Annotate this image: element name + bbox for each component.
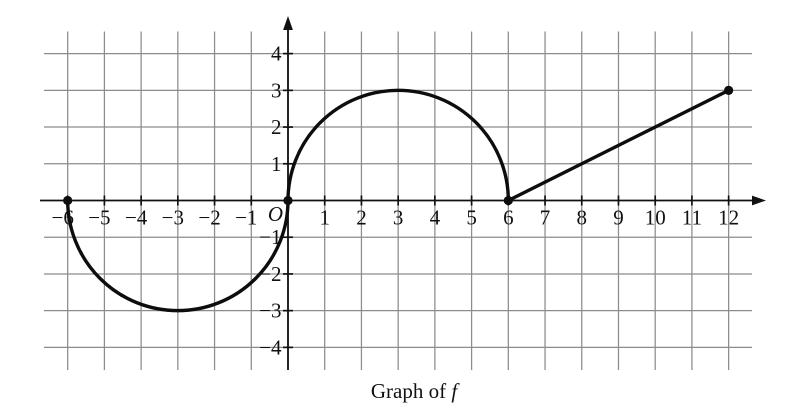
x-tick-label: 2 [356, 206, 367, 230]
caption-function-name: f [451, 379, 458, 403]
x-tick-label: 9 [613, 206, 624, 230]
x-tick-label: 12 [718, 206, 739, 230]
graph-caption: Graph of f [371, 379, 457, 404]
x-tick-label: 3 [393, 206, 404, 230]
marked-point [503, 195, 513, 206]
x-tick-label: 10 [645, 206, 666, 230]
x-tick-label: −3 [162, 206, 184, 230]
x-tick-label: 1 [319, 206, 330, 230]
x-tick-label: 8 [577, 206, 588, 230]
x-tick-label: −1 [235, 206, 257, 230]
marked-point [283, 195, 293, 206]
x-tick-label: −2 [198, 206, 220, 230]
x-tick-label: 6 [503, 206, 514, 230]
y-tick-label: 4 [271, 42, 282, 66]
marked-point [63, 195, 73, 206]
caption-text: Graph of [370, 379, 452, 403]
y-tick-label: 3 [271, 78, 282, 102]
x-tick-label: 11 [682, 206, 702, 230]
origin-label: O [268, 202, 283, 226]
y-tick-label: −3 [259, 299, 281, 323]
y-tick-label: −2 [259, 262, 281, 286]
y-tick-label: −4 [259, 335, 282, 359]
x-tick-label: −5 [88, 206, 110, 230]
x-tick-label: −4 [125, 206, 148, 230]
x-tick-label: 7 [540, 206, 551, 230]
x-tick-label: 5 [466, 206, 477, 230]
y-tick-label: −1 [259, 225, 281, 249]
y-tick-label: 1 [271, 152, 282, 176]
y-tick-label: 2 [271, 115, 282, 139]
y-axis-arrow [283, 16, 293, 30]
x-axis-arrow [752, 195, 766, 206]
marked-point [724, 85, 734, 95]
x-tick-label: 4 [430, 206, 441, 230]
